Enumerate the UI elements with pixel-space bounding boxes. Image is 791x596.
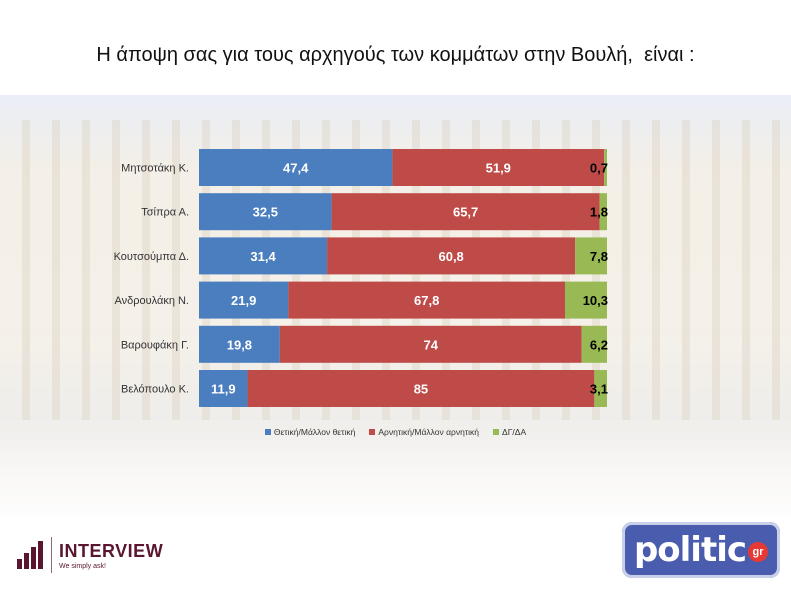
- bar-segment: [199, 149, 393, 186]
- data-label: 7,8: [590, 249, 608, 264]
- legend-label-positive: Θετική/Μάλλον θετική: [273, 427, 356, 437]
- bar-segment: [247, 370, 595, 407]
- bar-segment: [279, 325, 582, 363]
- politic-suffix: gr: [748, 542, 769, 562]
- data-label: 31,4: [250, 249, 276, 264]
- bar-segment: [199, 237, 328, 275]
- category-label: Ανδρουλάκη Ν.: [114, 295, 189, 307]
- legend-item-dk: ΔΓ/ΔΑ: [493, 427, 526, 437]
- legend-swatch-positive: [264, 429, 271, 435]
- data-label: 0,7: [590, 161, 608, 176]
- data-label: 51,9: [486, 161, 511, 176]
- bar-segment: [199, 193, 332, 231]
- legend-swatch-dk: [493, 429, 500, 435]
- data-label: 3,1: [590, 382, 608, 397]
- bar-segment: [288, 281, 565, 319]
- bar-segment: [594, 370, 607, 407]
- bar-segment: [564, 281, 607, 319]
- data-label: 1,8: [590, 205, 608, 220]
- data-label: 32,5: [253, 205, 278, 220]
- chart-title: Η άποψη σας για τους αρχηγούς των κομμάτ…: [96, 44, 695, 66]
- data-label: 60,8: [438, 249, 463, 264]
- data-label: 65,7: [453, 205, 478, 220]
- interview-logo: INTERVIEW We simply ask!: [17, 537, 163, 573]
- data-label: 47,4: [283, 161, 309, 176]
- data-label: 67,8: [414, 293, 439, 308]
- data-label: 6,2: [590, 337, 608, 352]
- category-label: Βελόπουλο Κ.: [121, 384, 189, 396]
- chart-legend: Θετική/Μάλλον θετική Αρνητική/Μάλλον αρν…: [0, 427, 791, 437]
- data-label: 11,9: [211, 382, 236, 397]
- interview-divider: [51, 537, 52, 573]
- bar-segment: [331, 193, 600, 231]
- bar-segment: [199, 281, 289, 319]
- category-label: Κουτσούμπα Δ.: [114, 251, 189, 263]
- interview-tagline: We simply ask!: [59, 562, 106, 570]
- legend-item-positive: Θετική/Μάλλον θετική: [264, 427, 356, 437]
- category-label: Βαρουφάκη Γ.: [121, 339, 189, 351]
- legend-label-dk: ΔΓ/ΔΑ: [502, 427, 527, 437]
- legend-label-negative: Αρνητική/Μάλλον αρνητική: [378, 427, 480, 437]
- legend-item-negative: Αρνητική/Μάλλον αρνητική: [369, 427, 479, 437]
- interview-bars-icon: [17, 541, 43, 569]
- category-label: Τσίπρα Α.: [141, 207, 189, 219]
- bar-segment: [599, 193, 607, 231]
- bar-segment: [575, 237, 607, 275]
- data-label: 19,8: [227, 337, 252, 352]
- bar-segment: [199, 325, 280, 363]
- data-label: 74: [424, 337, 439, 352]
- bar-segment: [604, 149, 607, 186]
- politic-name: politic: [633, 530, 747, 570]
- category-label: Μητσοτάκη Κ.: [121, 163, 189, 175]
- bar-segment: [199, 370, 248, 407]
- data-label: 21,9: [231, 293, 256, 308]
- bar-segment: [581, 325, 607, 363]
- data-label: 85: [414, 382, 428, 397]
- data-label: 10,3: [583, 293, 608, 308]
- bar-segment: [392, 149, 605, 186]
- bar-segment: [327, 237, 576, 275]
- legend-swatch-negative: [369, 429, 376, 435]
- interview-name: INTERVIEW: [59, 540, 164, 561]
- politic-logo: politic gr: [622, 522, 780, 578]
